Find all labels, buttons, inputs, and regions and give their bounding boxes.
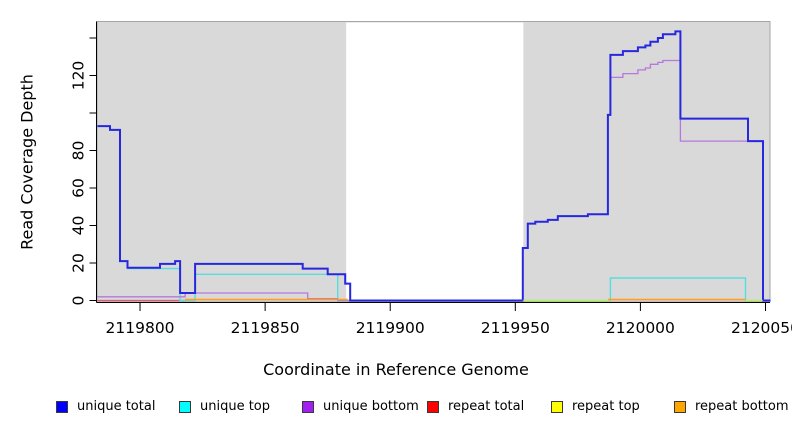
series-group	[97, 30, 771, 302]
y-tick-label: 120	[70, 61, 88, 91]
background-bands	[96, 21, 771, 303]
y-axis-label: Read Coverage Depth	[17, 74, 37, 250]
x-axis-label: Coordinate in Reference Genome	[263, 360, 529, 379]
y-tick-label: 60	[70, 178, 88, 198]
x-tick-label: 2119900	[356, 319, 425, 337]
y-tick-label: 20	[70, 253, 88, 273]
series-unique-total	[97, 30, 771, 302]
x-tick-label: 2120050	[731, 319, 792, 337]
x-tick-label: 2119950	[481, 319, 550, 337]
unshaded-gap-region	[346, 22, 524, 301]
x-tick-label: 2119850	[231, 319, 300, 337]
axes: 0 20 40 60 80 120 2119800 2119850 2119900 2119950…	[70, 21, 792, 337]
y-tick-label: 80	[70, 141, 88, 161]
x-tick-label: 2120000	[606, 319, 675, 337]
y-tick-label: 0	[70, 296, 88, 306]
x-tick-label: 2119800	[106, 319, 175, 337]
y-tick-label: 40	[70, 216, 88, 236]
